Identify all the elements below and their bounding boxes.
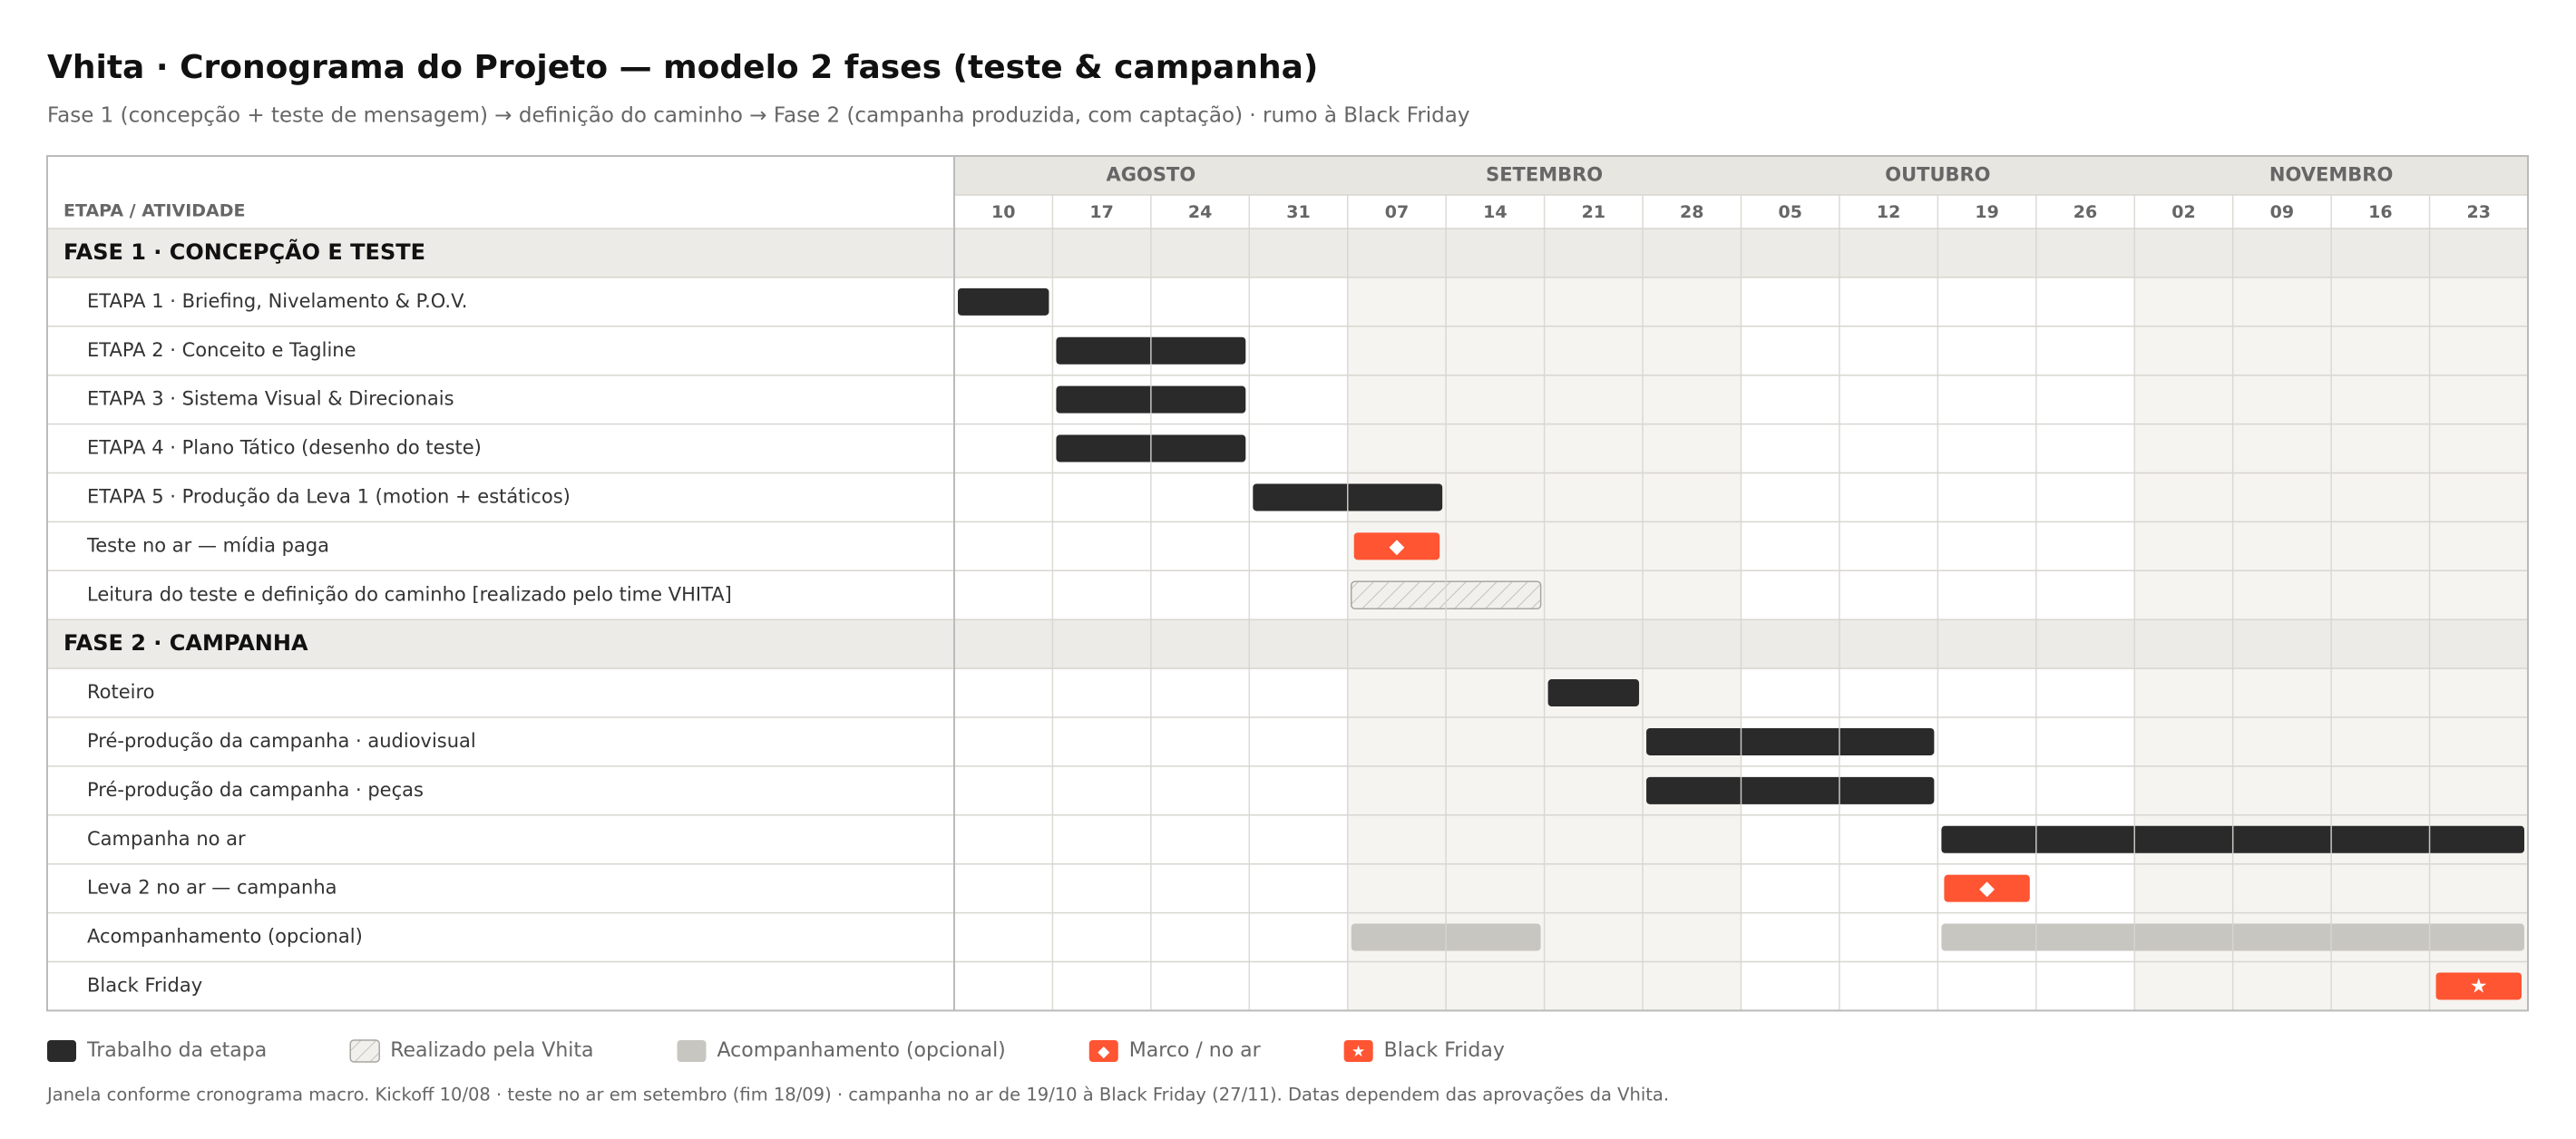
- task-label: Pré-produção da campanha · audiovisual: [87, 730, 476, 752]
- week-label: 12: [1877, 202, 1900, 222]
- legend-label: Realizado pela Vhita: [390, 1039, 593, 1062]
- week-label: 23: [2467, 202, 2491, 222]
- task-label: ETAPA 5 · Produção da Leva 1 (motion + e…: [87, 485, 571, 507]
- phase-label: FASE 1 · CONCEPÇÃO E TESTE: [63, 239, 425, 265]
- task-label: Acompanhamento (opcional): [87, 926, 363, 948]
- task-label: Teste no ar — mídia paga: [86, 534, 329, 556]
- task-label: ETAPA 2 · Conceito e Tagline: [87, 339, 356, 361]
- month-label: AGOSTO: [1107, 164, 1196, 186]
- bar-icon: ◆: [1390, 535, 1405, 558]
- task-label: Pré-produção da campanha · peças: [87, 779, 424, 801]
- bar: [1547, 679, 1640, 707]
- legend-icon: ★: [1351, 1043, 1365, 1061]
- title: Vhita · Cronograma do Projeto — modelo 2…: [47, 49, 1318, 86]
- task-label: Black Friday: [87, 974, 202, 996]
- activity-header: ETAPA / ATIVIDADE: [63, 201, 245, 221]
- bar-icon: ◆: [1979, 878, 1995, 900]
- month-label: SETEMBRO: [1486, 164, 1603, 186]
- task-label: ETAPA 1 · Briefing, Nivelamento & P.O.V.: [87, 290, 467, 312]
- legend-swatch: [349, 1039, 380, 1063]
- legend-icon: ◆: [1098, 1043, 1110, 1061]
- week-label: 17: [1089, 202, 1113, 222]
- legend-swatch: [677, 1040, 707, 1062]
- legend-swatch: [1343, 1040, 1373, 1062]
- bar: [1646, 727, 1935, 755]
- task-label: Leitura do teste e definição do caminho …: [87, 583, 732, 605]
- bar: [1646, 776, 1935, 804]
- week-label: 19: [1975, 202, 1998, 222]
- legend-label: Black Friday: [1384, 1039, 1505, 1062]
- footnote: Janela conforme cronograma macro. Kickof…: [45, 1085, 1669, 1105]
- task-label: ETAPA 4 · Plano Tático (desenho do teste…: [87, 437, 482, 459]
- week-label: 16: [2368, 202, 2392, 222]
- week-label: 24: [1188, 202, 1212, 222]
- week-label: 21: [1582, 202, 1605, 222]
- bar: [1353, 532, 1440, 560]
- week-label: 05: [1778, 202, 1801, 222]
- phase-label: FASE 2 · CAMPANHA: [63, 630, 308, 656]
- week-label: 07: [1385, 202, 1409, 222]
- task-label: ETAPA 3 · Sistema Visual & Direcionais: [87, 388, 454, 410]
- month-header-bg: [954, 156, 2528, 195]
- legend-label: Acompanhamento (opcional): [717, 1039, 1006, 1062]
- week-label: 26: [2073, 202, 2097, 222]
- week-label: 28: [1680, 202, 1703, 222]
- week-label: 31: [1286, 202, 1310, 222]
- bar: [1944, 874, 2030, 902]
- subtitle: Fase 1 (concepção + teste de mensagem) →…: [47, 104, 1469, 128]
- phase-row-bg: [47, 229, 2528, 277]
- legend-swatch: [1088, 1040, 1118, 1062]
- bar: [2435, 972, 2522, 1000]
- table-border: [46, 155, 2529, 1012]
- week-label: 02: [2171, 202, 2195, 222]
- month-label: OUTUBRO: [1885, 164, 1990, 186]
- task-label: Leva 2 no ar — campanha: [87, 877, 337, 899]
- month-label: NOVEMBRO: [2269, 164, 2393, 186]
- task-label: Campanha no ar: [87, 828, 246, 850]
- legend-label: Trabalho da etapa: [86, 1039, 267, 1062]
- legend-swatch: [47, 1040, 76, 1062]
- week-label: 14: [1483, 202, 1507, 222]
- legend-label: Marco / no ar: [1129, 1039, 1262, 1062]
- phase-row-bg: [47, 619, 2528, 669]
- task-label: Roteiro: [87, 681, 155, 703]
- week-label: 10: [991, 202, 1015, 222]
- week-label: 09: [2270, 202, 2294, 222]
- bar-icon: ★: [2470, 975, 2488, 998]
- bar: [958, 287, 1049, 316]
